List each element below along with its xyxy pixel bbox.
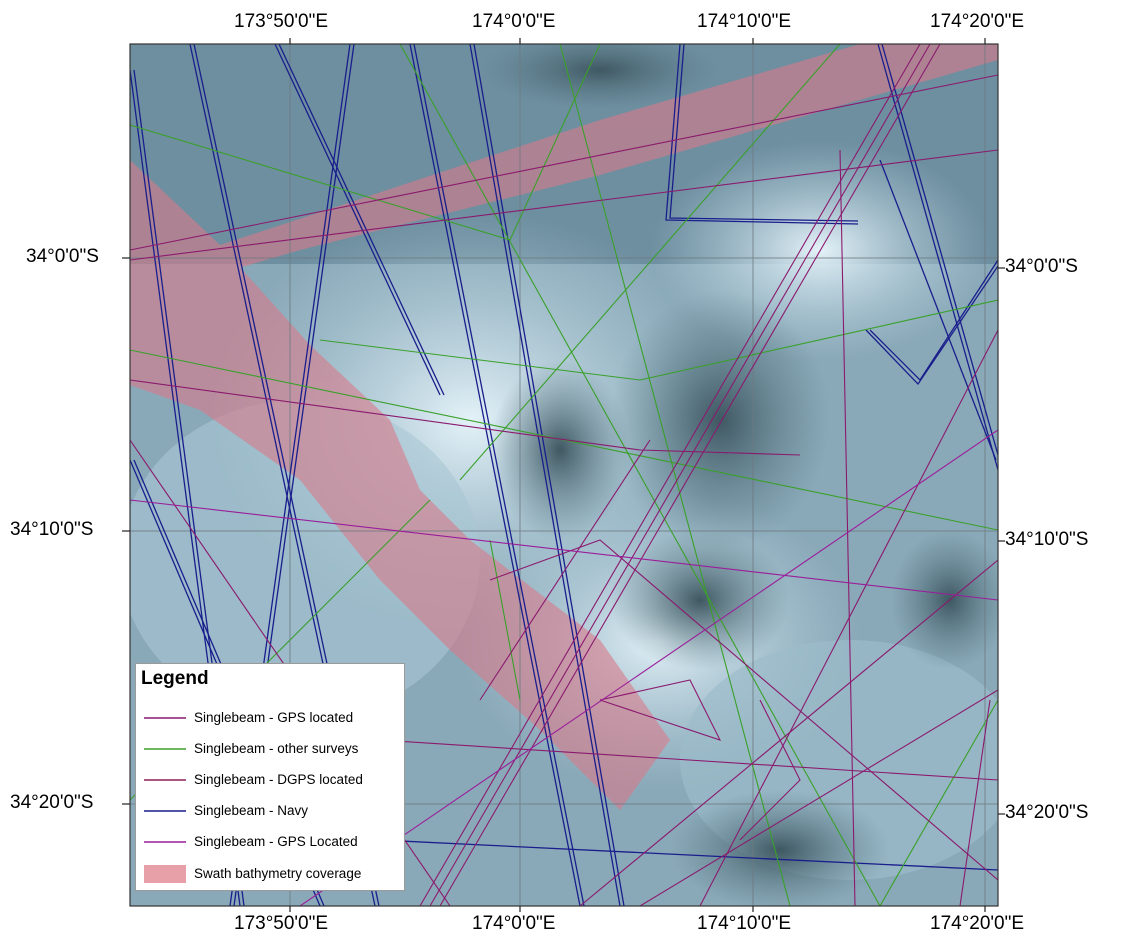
bottom-tick-label: 174°10'0"E bbox=[697, 913, 792, 934]
map-frame bbox=[129, 43, 999, 907]
line-swatch-icon bbox=[144, 748, 186, 750]
top-tick-label: 174°10'0"E bbox=[697, 11, 792, 32]
top-tick-label: 173°50'0"E bbox=[234, 11, 329, 32]
legend-item: Singlebeam - other surveys bbox=[142, 739, 404, 759]
legend: Legend Singlebeam - GPS located Singlebe… bbox=[135, 663, 405, 891]
legend-item: Singlebeam - GPS Located bbox=[142, 832, 404, 852]
line-swatch-icon bbox=[144, 841, 186, 843]
right-tick-label: 34°20'0"S bbox=[1005, 802, 1089, 823]
legend-item-label: Singlebeam - other surveys bbox=[194, 741, 359, 756]
gps-tracks bbox=[130, 44, 998, 906]
bottom-tick-label: 173°50'0"E bbox=[234, 913, 329, 934]
legend-item-label: Singlebeam - DGPS located bbox=[194, 772, 363, 787]
left-tick-label: 34°0'0"S bbox=[26, 246, 99, 267]
navy-tracks bbox=[130, 44, 998, 906]
right-tick-label: 34°10'0"S bbox=[1005, 529, 1089, 550]
legend-item: Singlebeam - GPS located bbox=[142, 708, 404, 728]
legend-item: Swath bathymetry coverage bbox=[142, 864, 404, 884]
line-swatch-icon bbox=[144, 810, 186, 812]
legend-item-label: Singlebeam - GPS Located bbox=[194, 834, 358, 849]
swath-coverage bbox=[130, 44, 998, 810]
right-tick-label: 34°0'0"S bbox=[1005, 256, 1078, 277]
legend-item-label: Singlebeam - Navy bbox=[194, 803, 309, 818]
left-tick-label: 34°10'0"S bbox=[10, 519, 94, 540]
legend-item: Singlebeam - DGPS located bbox=[142, 770, 404, 790]
top-tick-label: 174°0'0"E bbox=[472, 11, 556, 32]
frame-tick-marks bbox=[122, 38, 1005, 912]
left-tick-label: 34°20'0"S bbox=[10, 792, 94, 813]
legend-item: Singlebeam - Navy bbox=[142, 801, 404, 821]
legend-item-label: Swath bathymetry coverage bbox=[194, 866, 362, 881]
dark-relief bbox=[610, 290, 830, 550]
top-tick-label: 174°20'0"E bbox=[930, 11, 1025, 32]
line-swatch-icon bbox=[144, 779, 186, 781]
bottom-tick-label: 174°20'0"E bbox=[930, 913, 1025, 934]
fill-swatch-icon bbox=[144, 865, 186, 883]
other-survey-tracks bbox=[130, 44, 998, 906]
bottom-tick-label: 174°0'0"E bbox=[472, 913, 556, 934]
legend-item-label: Singlebeam - GPS located bbox=[194, 710, 354, 725]
legend-title: Legend bbox=[141, 668, 209, 689]
line-swatch-icon bbox=[144, 717, 186, 719]
